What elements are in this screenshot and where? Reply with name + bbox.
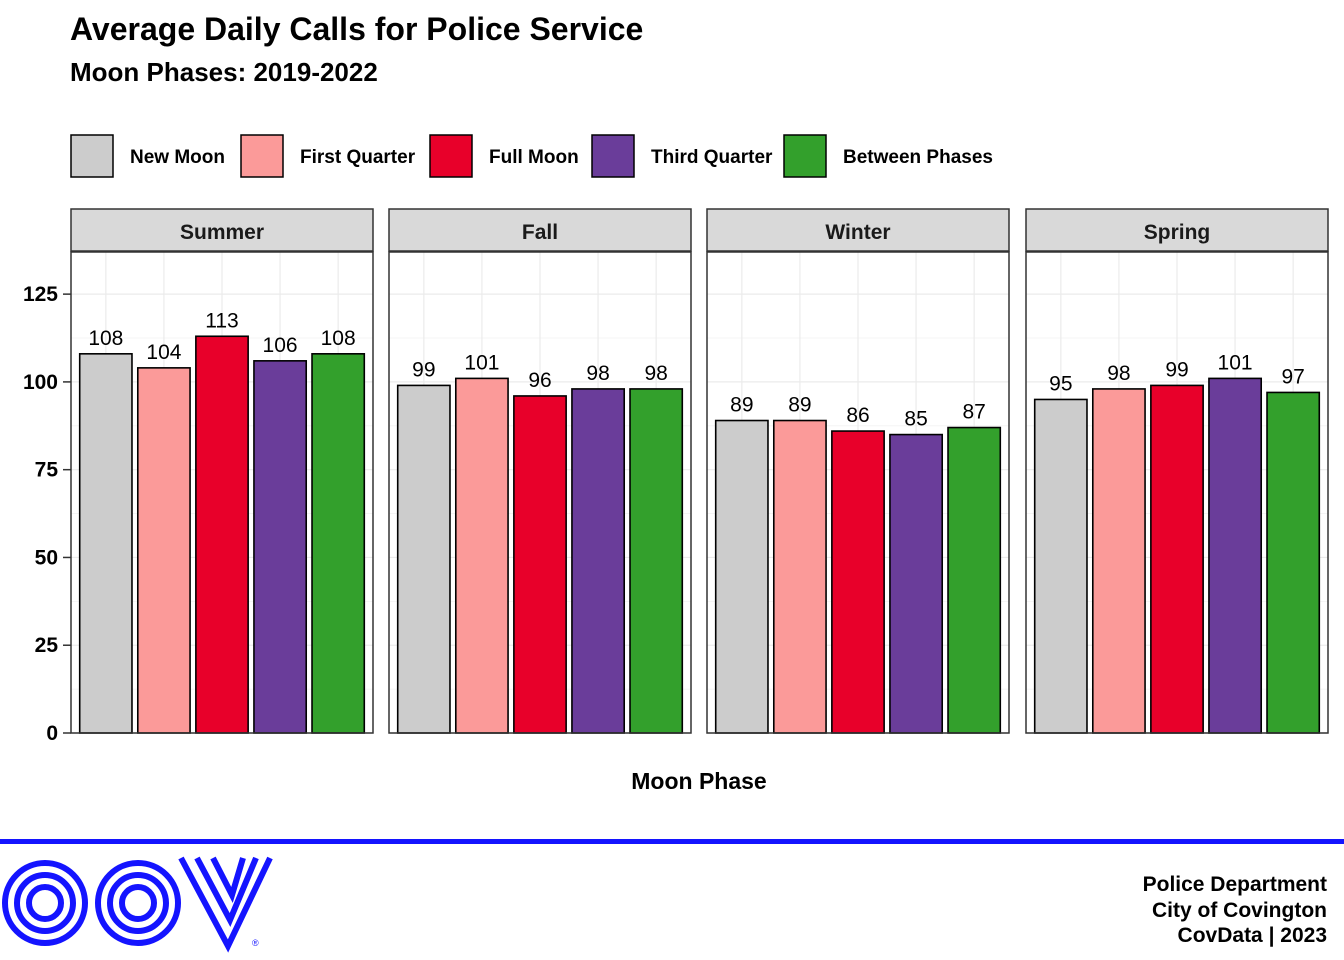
facet-summer: Summer 108 104 113 106 108	[70, 208, 374, 734]
panel-border	[70, 251, 374, 734]
footer-line-credit: CovData | 2023	[1178, 924, 1327, 947]
bar-spring-between-phases	[1266, 391, 1321, 734]
bar-spring-new-moon	[1033, 398, 1088, 734]
bar-value-label: 87	[962, 401, 985, 424]
facet-strip-label: Winter	[825, 221, 890, 244]
bar-value-label: 98	[586, 362, 609, 385]
bar-value-label: 89	[730, 394, 753, 417]
bar-fall-full-moon	[513, 395, 567, 734]
panel-border	[388, 251, 692, 734]
facet-panels: Summer 108 104 113 106 108 Fall 99 101 96 98 98 Wint…	[70, 208, 1329, 734]
chart-title: Average Daily Calls for Police Service	[70, 11, 643, 47]
bar-value-label: 95	[1049, 372, 1072, 395]
bar-winter-between-phases	[947, 426, 1002, 734]
bar-spring-full-moon	[1150, 384, 1204, 734]
bar-summer-full-moon	[195, 335, 249, 734]
footer-rule	[0, 839, 1344, 844]
legend: New Moon First Quarter Full Moon Third Quar…	[70, 134, 993, 178]
y-tick-label: 100	[23, 371, 58, 394]
facet-strip-label: Summer	[180, 221, 264, 244]
footer-line-department: Police Department	[1143, 873, 1327, 896]
bar-value-label: 96	[528, 369, 551, 392]
y-tick-label: 125	[23, 283, 58, 306]
bar-spring-first-quarter	[1091, 388, 1146, 734]
chart-subtitle: Moon Phases: 2019-2022	[70, 57, 378, 87]
legend-label: New Moon	[130, 147, 225, 168]
bar-fall-first-quarter	[454, 377, 509, 734]
bar-summer-third-quarter	[253, 360, 308, 734]
bar-summer-new-moon	[78, 353, 133, 734]
bar-value-label: 113	[205, 309, 238, 332]
facet-winter: Winter 89 89 86 85 87	[706, 208, 1010, 734]
bar-value-label: 106	[263, 334, 298, 357]
bar-value-label: 101	[1218, 351, 1253, 374]
bar-value-label: 98	[1107, 362, 1130, 385]
y-tick-label: 25	[35, 634, 59, 657]
x-axis-label: Moon Phase	[631, 768, 766, 794]
footer-line-city: City of Covington	[1152, 899, 1327, 922]
facet-spring: Spring 95 98 99 101 97	[1025, 208, 1329, 734]
bar-value-label: 89	[788, 394, 811, 417]
bar-spring-third-quarter	[1208, 377, 1263, 734]
legend-swatch	[70, 134, 114, 178]
y-tick-label: 75	[35, 459, 59, 482]
bar-fall-between-phases	[629, 388, 684, 734]
y-axis: 0 25 50 75 100 125	[23, 283, 71, 745]
legend-label: Between Phases	[843, 147, 993, 168]
legend-swatch	[783, 134, 827, 178]
facet-strip	[388, 208, 692, 252]
bar-winter-full-moon	[831, 430, 885, 734]
bar-value-label: 97	[1281, 365, 1304, 388]
y-tick-label: 50	[35, 546, 58, 569]
legend-label: Full Moon	[489, 147, 579, 168]
facet-strip	[1025, 208, 1329, 252]
bar-winter-new-moon	[714, 419, 769, 734]
panel-border	[1025, 251, 1329, 734]
bar-fall-new-moon	[396, 384, 451, 734]
bar-summer-between-phases	[311, 353, 366, 734]
bar-value-label: 98	[644, 362, 667, 385]
panel-border	[706, 251, 1010, 734]
y-tick-label: 0	[46, 722, 58, 745]
bar-summer-first-quarter	[136, 367, 191, 734]
bar-value-label: 85	[904, 408, 927, 431]
facet-strip	[70, 208, 374, 252]
bar-value-label: 101	[464, 351, 499, 374]
bar-value-label: 108	[88, 327, 123, 350]
facet-strip-label: Spring	[1144, 221, 1211, 244]
bar-fall-third-quarter	[571, 388, 626, 734]
legend-swatch	[591, 134, 635, 178]
legend-label: Third Quarter	[651, 147, 773, 168]
facet-strip	[706, 208, 1010, 252]
legend-swatch	[240, 134, 284, 178]
bar-winter-first-quarter	[772, 419, 827, 734]
bar-winter-third-quarter	[889, 433, 944, 734]
bar-value-label: 99	[1165, 358, 1188, 381]
svg-text:®: ®	[252, 938, 259, 948]
bar-value-label: 99	[412, 358, 435, 381]
bar-value-label: 108	[321, 327, 356, 350]
bar-value-label: 104	[146, 341, 181, 364]
cov-logo: ®	[2, 856, 273, 953]
facet-fall: Fall 99 101 96 98 98	[388, 208, 692, 734]
legend-label: First Quarter	[300, 147, 416, 168]
legend-swatch	[429, 134, 473, 178]
bar-value-label: 86	[846, 404, 869, 427]
facet-strip-label: Fall	[522, 221, 558, 244]
